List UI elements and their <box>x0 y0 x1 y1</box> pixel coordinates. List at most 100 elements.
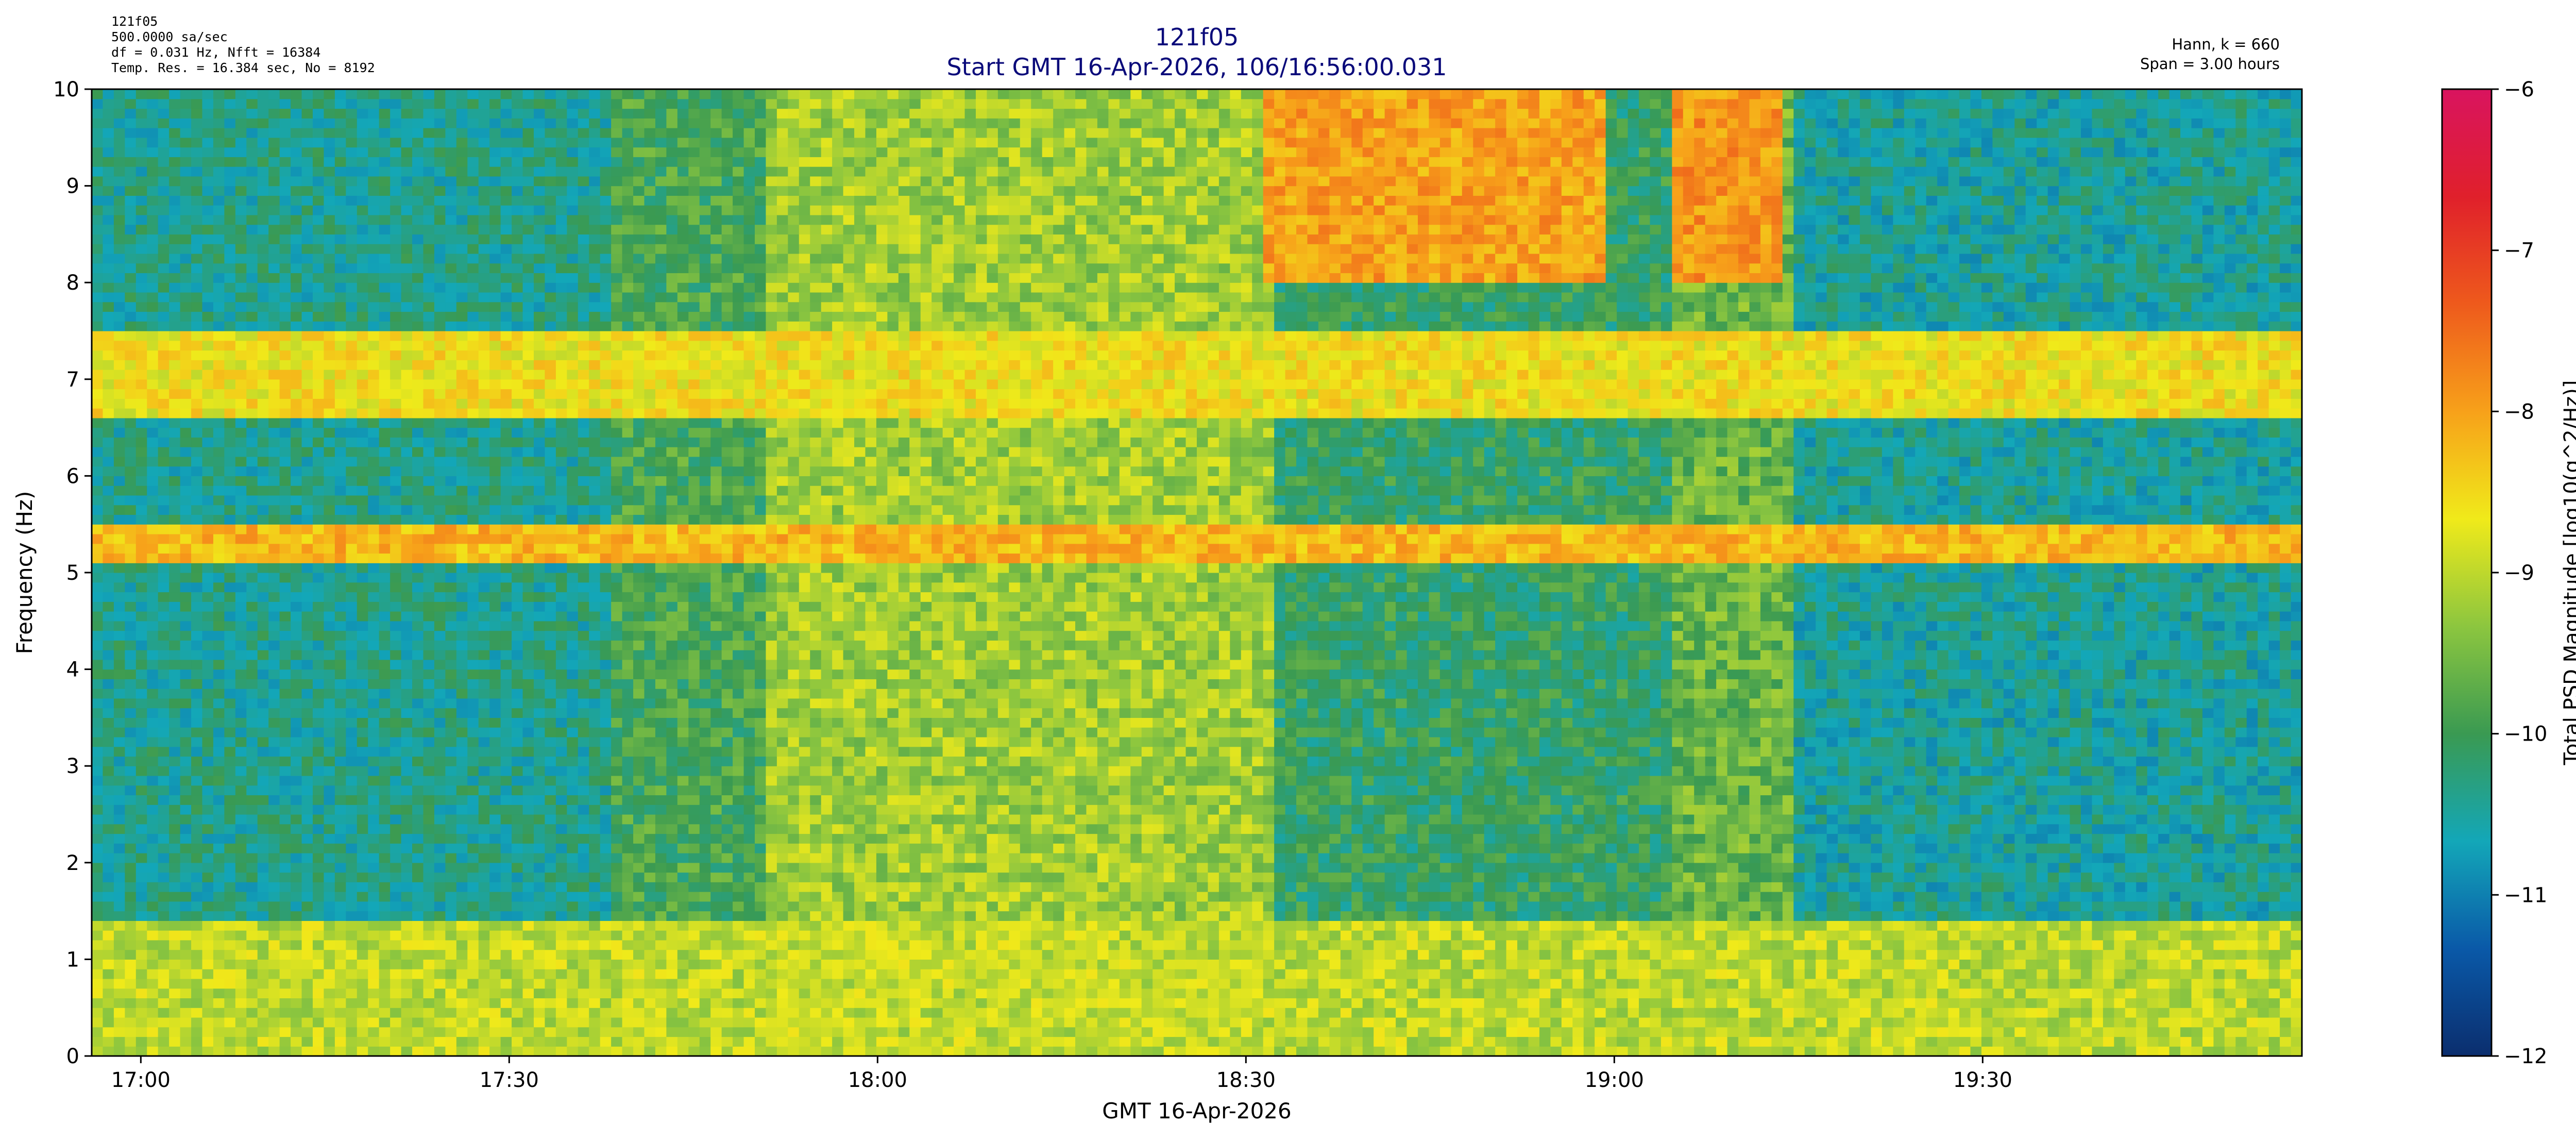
spectrogram-cell <box>412 398 423 408</box>
spectrogram-cell <box>235 466 247 476</box>
spectrogram-cell <box>224 911 235 921</box>
spectrogram-cell <box>534 428 545 438</box>
spectrogram-cell <box>291 128 302 138</box>
spectrogram-cell <box>191 89 202 99</box>
spectrogram-cell <box>611 824 622 834</box>
spectrogram-cell <box>556 611 567 621</box>
spectrogram-cell <box>479 118 490 128</box>
spectrogram-cell <box>92 321 103 331</box>
spectrogram-cell <box>390 254 401 263</box>
spectrogram-cell <box>346 940 357 950</box>
spectrogram-cell <box>92 621 103 631</box>
spectrogram-cell <box>92 263 103 273</box>
spectrogram-cell <box>291 360 302 370</box>
spectrogram-cell <box>202 911 214 921</box>
spectrogram-cell <box>280 824 291 834</box>
spectrogram-cell <box>258 631 269 641</box>
spectrogram-cell <box>390 398 401 408</box>
spectrogram-cell <box>412 717 423 727</box>
spectrogram-cell <box>180 553 192 563</box>
spectrogram-cell <box>335 505 346 515</box>
spectrogram-cell <box>268 737 280 747</box>
spectrogram-cell <box>622 834 634 844</box>
spectrogram-cell <box>567 418 578 428</box>
spectrogram-cell <box>622 708 634 718</box>
spectrogram-cell <box>423 920 435 930</box>
spectrogram-cell <box>379 321 391 331</box>
spectrogram-cell <box>357 195 368 205</box>
spectrogram-cell <box>224 282 235 292</box>
spectrogram-cell <box>622 824 634 834</box>
spectrogram-cell <box>390 776 401 785</box>
spectrogram-cell <box>235 814 247 824</box>
spectrogram-cell <box>158 370 170 379</box>
spectrogram-cell <box>158 1036 170 1046</box>
spectrogram-cell <box>213 234 225 244</box>
spectrogram-cell <box>213 186 225 196</box>
spectrogram-cell <box>147 766 158 776</box>
spectrogram-cell <box>246 118 258 128</box>
spectrogram-cell <box>379 341 391 350</box>
spectrogram-cell <box>567 485 578 495</box>
spectrogram-cell <box>180 873 192 882</box>
spectrogram-cell <box>191 118 202 128</box>
spectrogram-cell <box>158 341 170 350</box>
spectrogram-cell <box>136 979 147 988</box>
spectrogram-cell <box>512 273 523 282</box>
spectrogram-cell <box>114 1027 125 1037</box>
spectrogram-cell <box>556 466 567 476</box>
spectrogram-cell <box>589 1027 600 1037</box>
spectrogram-cell <box>125 331 136 341</box>
spectrogram-cell <box>512 873 523 882</box>
spectrogram-cell <box>357 689 368 698</box>
spectrogram-cell <box>445 457 456 466</box>
spectrogram-cell <box>622 853 634 863</box>
spectrogram-cell <box>114 311 125 321</box>
spectrogram-cell <box>445 447 456 457</box>
spectrogram-cell <box>523 176 534 186</box>
spectrogram-cell <box>611 892 622 901</box>
spectrogram-cell <box>556 660 567 669</box>
spectrogram-cell <box>401 282 413 292</box>
spectrogram-cell <box>180 892 192 901</box>
spectrogram-cell <box>479 979 490 988</box>
spectrogram-cell <box>103 631 114 641</box>
spectrogram-cell <box>633 263 645 273</box>
spectrogram-cell <box>258 428 269 438</box>
spectrogram-cell <box>103 873 114 882</box>
spectrogram-cell <box>423 573 435 582</box>
spectrogram-cell <box>534 795 545 804</box>
spectrogram-cell <box>147 882 158 892</box>
spectrogram-cell <box>445 553 456 563</box>
spectrogram-cell <box>479 99 490 109</box>
spectrogram-cell <box>114 911 125 921</box>
spectrogram-cell <box>589 950 600 960</box>
spectrogram-cell <box>92 476 103 485</box>
spectrogram-cell <box>169 930 180 940</box>
spectrogram-cell <box>324 398 335 408</box>
spectrogram-cell <box>202 853 214 863</box>
spectrogram-cell <box>489 592 501 602</box>
spectrogram-cell <box>600 485 612 495</box>
spectrogram-cell <box>202 920 214 930</box>
spectrogram-cell <box>556 892 567 901</box>
spectrogram-cell <box>291 727 302 737</box>
spectrogram-cell <box>202 795 214 804</box>
spectrogram-cell <box>158 186 170 196</box>
spectrogram-cell <box>357 157 368 166</box>
spectrogram-cell <box>136 901 147 911</box>
spectrogram-cell <box>158 292 170 302</box>
spectrogram-cell <box>401 727 413 737</box>
spectrogram-cell <box>136 717 147 727</box>
spectrogram-cell <box>235 756 247 766</box>
spectrogram-cell <box>291 747 302 757</box>
spectrogram-cell <box>534 466 545 476</box>
spectrogram-cell <box>92 341 103 350</box>
spectrogram-cell <box>246 640 258 650</box>
spectrogram-cell <box>401 611 413 621</box>
spectrogram-cell <box>512 195 523 205</box>
spectrogram-cell <box>291 89 302 99</box>
spectrogram-cell <box>291 698 302 708</box>
spectrogram-cell <box>224 524 235 534</box>
spectrogram-cell <box>114 263 125 273</box>
